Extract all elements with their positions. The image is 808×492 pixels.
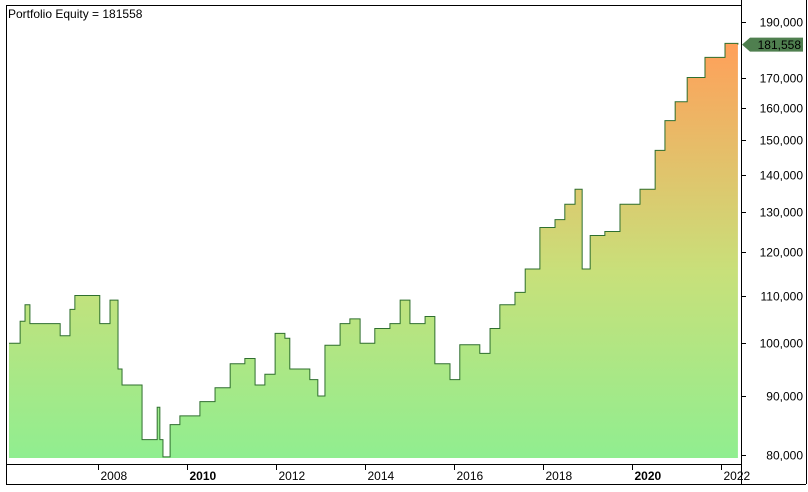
y-tick-label: 120,000	[760, 246, 804, 260]
equity-line	[9, 42, 739, 458]
equity-area	[9, 43, 738, 458]
y-tick-label: 110,000	[761, 290, 804, 304]
chart-title: Portfolio Equity = 181558	[8, 7, 143, 21]
x-tick-label: 2020	[635, 469, 662, 483]
x-tick-label: 2008	[101, 469, 128, 483]
y-tick-label: 140,000	[760, 169, 804, 183]
y-tick-label: 170,000	[760, 72, 804, 86]
x-tick-label: 2010	[190, 469, 217, 483]
x-tick-label: 2012	[279, 469, 306, 483]
x-tick-label: 2016	[457, 469, 484, 483]
y-tick-label: 100,000	[760, 337, 804, 351]
y-tick-label: 80,000	[766, 449, 803, 463]
y-tick-label: 150,000	[760, 134, 804, 148]
y-tick-label: 130,000	[760, 206, 804, 220]
last-value-badge	[742, 37, 803, 52]
x-tick-label: 2014	[368, 469, 395, 483]
x-tick-label: 2018	[546, 469, 573, 483]
y-tick-label: 90,000	[766, 390, 803, 404]
y-tick-label: 190,000	[760, 16, 804, 30]
last-value-label: 181,558	[758, 38, 802, 52]
x-tick-label: 2022	[724, 469, 751, 483]
y-tick-label: 160,000	[760, 102, 804, 116]
